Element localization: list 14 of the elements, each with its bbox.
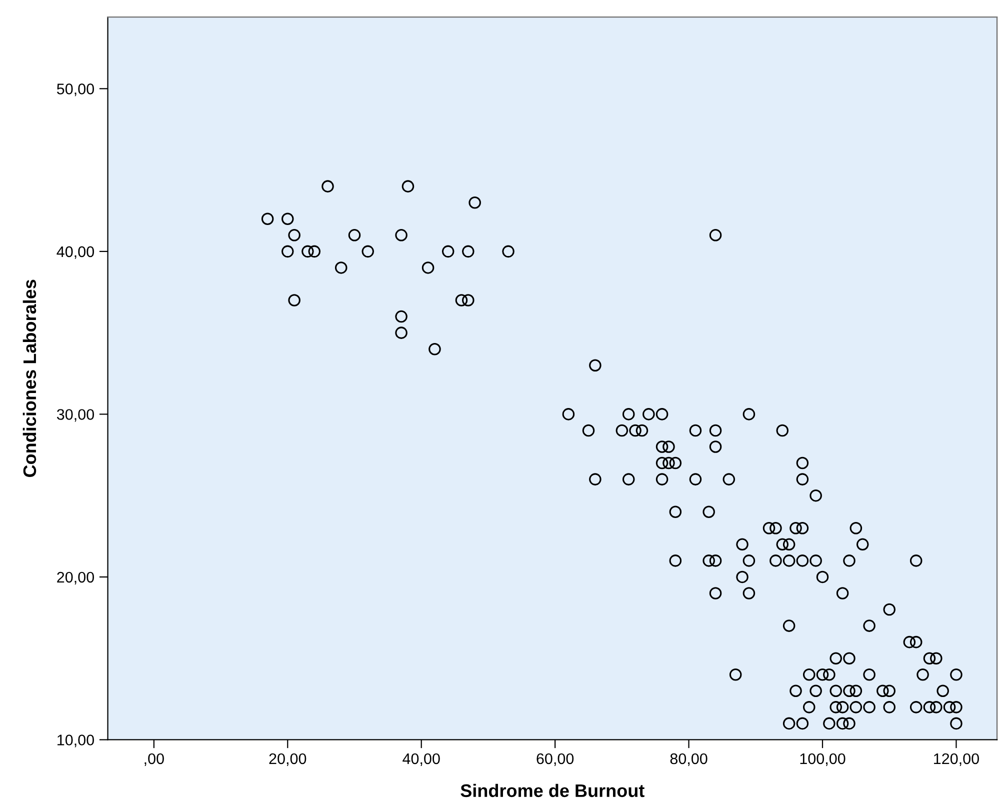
y-tick-label: 10,00	[58, 734, 94, 748]
x-tick-label: 100,00	[800, 753, 846, 766]
x-tick-label: 60,00	[536, 753, 574, 766]
x-tick-label: 20,00	[269, 753, 306, 766]
x-tick-label: 40,00	[402, 753, 440, 766]
y-tick-label: 30,00	[56, 409, 94, 422]
x-tick-label: ,00	[144, 753, 164, 766]
y-axis-title: Condiciones Laborales	[22, 280, 36, 477]
x-tick-label: 120,00	[934, 753, 979, 766]
y-tick-label: 40,00	[56, 246, 94, 259]
x-tick-label: 80,00	[670, 753, 708, 766]
y-tick-label: 20,00	[57, 572, 94, 584]
y-tick-label: 50,00	[56, 84, 94, 96]
x-axis-title: Sindrome de Burnout	[460, 784, 644, 798]
